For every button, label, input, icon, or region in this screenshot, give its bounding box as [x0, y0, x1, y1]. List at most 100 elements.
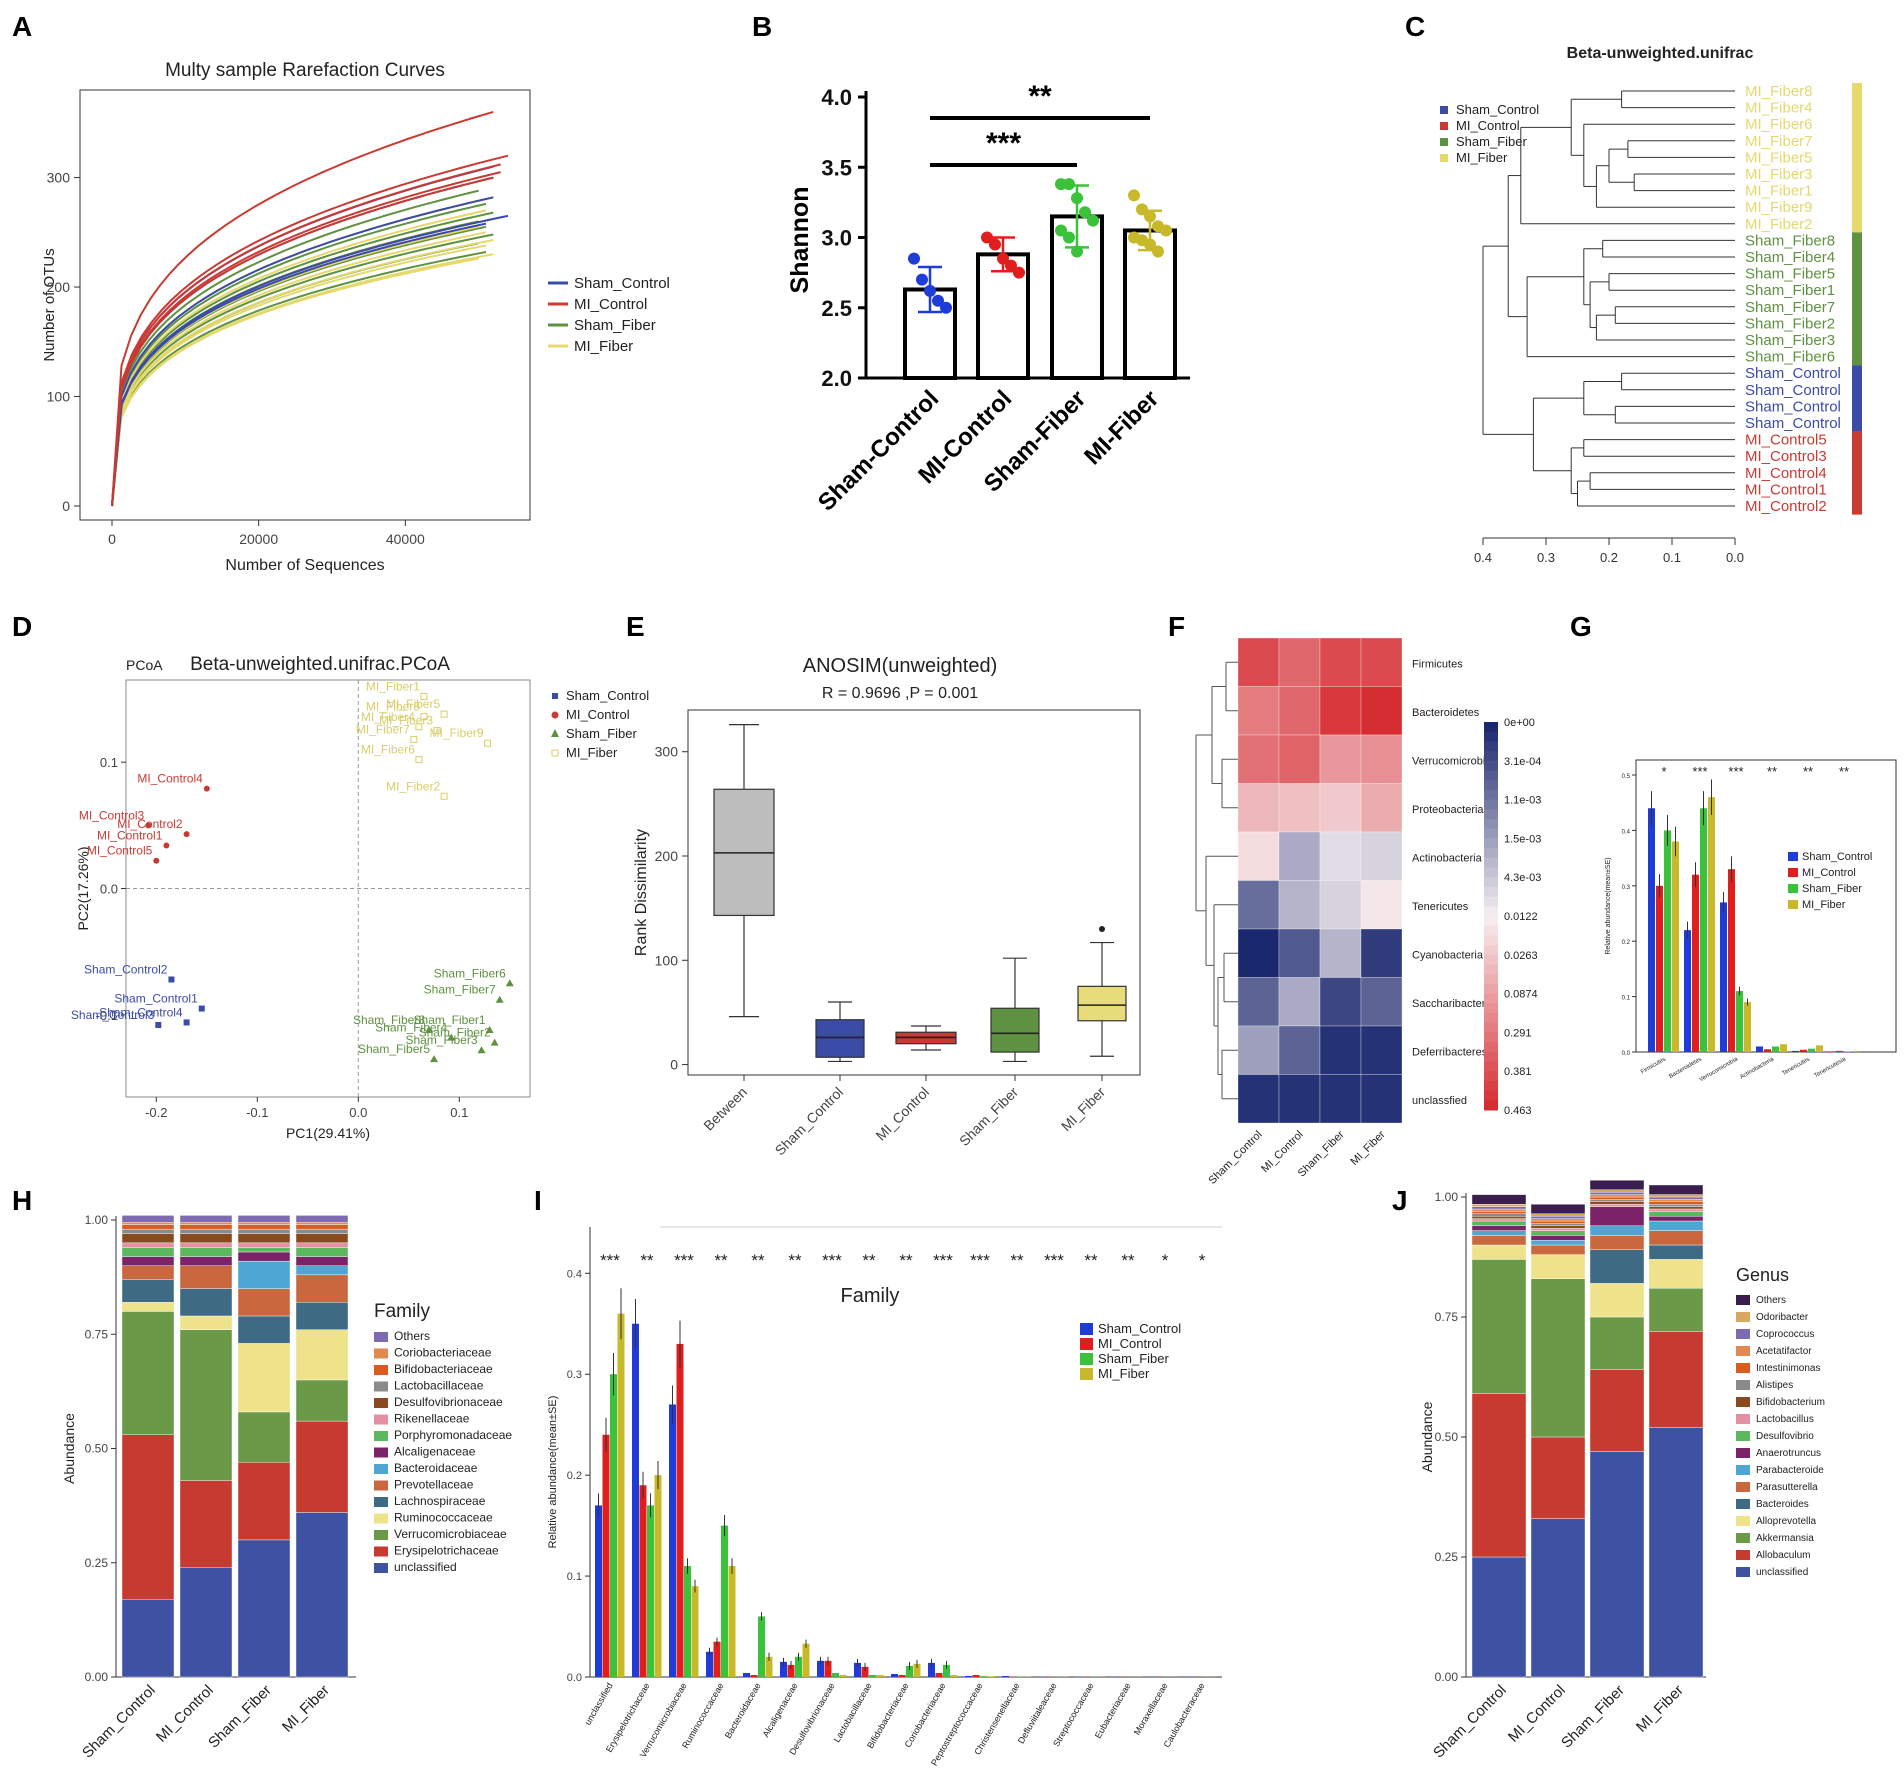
bar-mi-control: [861, 1666, 869, 1677]
bar-mi-control: [639, 1485, 647, 1677]
stack-segment-alloprevotella: [1648, 1259, 1704, 1289]
legend-swatch: [1440, 154, 1448, 162]
legend-label: MI_Control: [1802, 867, 1856, 879]
box-sham-control: [815, 1019, 865, 1058]
stack-segment-porphyromonadaceae: [295, 1247, 349, 1257]
colorbar-segment: [1484, 916, 1498, 927]
stack-segment-unclassified: [179, 1567, 233, 1678]
stack-segment-lactobacillaceae: [121, 1228, 175, 1234]
colorbar-segment: [1484, 857, 1498, 868]
heatmap-cell: [1360, 637, 1403, 687]
bar-sham-control: [1756, 1046, 1763, 1052]
significance-label: ***: [1044, 1251, 1064, 1270]
rarefaction-curve-mi-fiber: [111, 253, 494, 507]
heatmap-cell: [1237, 1074, 1280, 1124]
stack-segment-bifidobacteriaceae: [179, 1224, 233, 1230]
group-color-bar: [1852, 83, 1862, 233]
outlier-point: [1099, 926, 1105, 932]
colorbar-segment: [1484, 838, 1498, 849]
stack-segment-others: [237, 1215, 291, 1223]
heatmap-cell: [1237, 977, 1280, 1027]
stack-segment-allobaculum: [1648, 1331, 1704, 1428]
significance-label: **: [788, 1251, 802, 1270]
dendrogram-leaf-label: Sham_Fiber2: [1745, 315, 1835, 332]
x-tick-label: MI_Fiber: [1633, 1682, 1687, 1736]
chart-title: Beta-unweighted.unifrac: [1567, 45, 1754, 62]
dendrogram-leaf-label: Sham_Fiber6: [1745, 349, 1835, 366]
column-label: MI_Fiber: [1348, 1128, 1387, 1167]
legend-label: Sham_Control: [1456, 102, 1539, 117]
stack-segment-prevotellaceae: [179, 1265, 233, 1289]
bar-sham-fiber: [795, 1656, 802, 1677]
legend-swatch: [1788, 884, 1798, 893]
data-point: [495, 995, 504, 1003]
heatmap-cell: [1278, 686, 1321, 736]
y-tick-label: 0.50: [85, 1442, 109, 1456]
panel-f: Firmicutes Bacteroidetes Verrucomicrobia Pr…: [1195, 637, 1541, 1187]
heatmap-cell: [1360, 783, 1403, 833]
y-tick-label: 0.3: [1622, 885, 1631, 891]
stack-segment-odoribacter: [1530, 1213, 1586, 1217]
stack-segment-verrucomicrobiaceae: [179, 1329, 233, 1481]
legend-swatch: [1736, 1312, 1750, 1322]
y-tick-label: 0.00: [85, 1670, 109, 1684]
data-point: [1055, 224, 1067, 237]
heatmap-cell: [1319, 880, 1362, 930]
stack-segment-parasutterella: [1530, 1244, 1586, 1255]
panel-g: Relative abundance(mean±SE) 0.0 0.1 0.2 0.3 0…: [1605, 759, 1897, 1083]
data-point: [440, 710, 448, 718]
bar-sham-fiber: [832, 1672, 839, 1677]
stack-segment-ruminococcaceae: [179, 1315, 233, 1330]
rarefaction-curve-mi-fiber: [111, 209, 487, 507]
stack-segment-ruminococcaceae: [121, 1302, 175, 1312]
legend-title: Family: [374, 1301, 430, 1322]
chart-title: Family: [841, 1285, 900, 1307]
colorbar-segment: [1484, 848, 1498, 859]
point-label: MI_Control3: [79, 808, 145, 822]
panel-letter-j: J: [1392, 1185, 1408, 1216]
bar-mi-fiber: [1672, 841, 1679, 1052]
data-point: [420, 713, 428, 721]
bar-mi-control: [972, 1674, 980, 1677]
legend-label: Bacteroides: [1756, 1499, 1809, 1510]
heatmap-cell: [1319, 637, 1362, 687]
stack-segment-porphyromonadaceae: [121, 1247, 175, 1257]
legend-swatch: [1788, 868, 1798, 877]
data-point: [1063, 178, 1075, 191]
y-axis-label: Shannon: [786, 187, 814, 294]
colorbar-label: 0e+00: [1504, 717, 1535, 729]
x-tick-label: 0.4: [1474, 550, 1492, 565]
point-label: Sham_Fiber3: [405, 1033, 477, 1047]
panel-letter-g: G: [1570, 611, 1592, 642]
colorbar-segment: [1484, 760, 1498, 771]
data-point: [1071, 192, 1083, 205]
bar-mi-fiber: [987, 1676, 995, 1677]
colorbar-segment: [1484, 877, 1498, 888]
heatmap-cell: [1319, 686, 1362, 736]
data-point: [1005, 259, 1017, 272]
bar-mi-fiber: [913, 1663, 921, 1677]
colorbar-segment: [1484, 1080, 1498, 1092]
x-tick-label: Sham_Fiber: [956, 1084, 1021, 1149]
legend-label: Desulfovibrio: [1756, 1431, 1814, 1442]
legend-label: MI_Control: [566, 707, 630, 722]
colorbar-segment: [1484, 770, 1498, 781]
bar-sham-fiber: [1808, 1048, 1815, 1052]
point-label: Sham_Fiber1: [414, 1013, 486, 1027]
stack-segment-others: [1530, 1203, 1586, 1214]
bar-sham-fiber: [906, 1665, 913, 1677]
legend-label: Bacteroidaceae: [394, 1461, 478, 1475]
heatmap-cell: [1319, 734, 1362, 784]
colorbar-segment: [1484, 828, 1498, 839]
bar-mi-fiber: [876, 1674, 884, 1677]
legend-swatch: [1736, 1482, 1750, 1492]
stack-segment-unclassified: [295, 1512, 349, 1678]
stack-segment-parabacteroide: [1589, 1225, 1645, 1236]
x-tick-label: Moraxellaceae: [1132, 1681, 1170, 1737]
colorbar-segment: [1484, 954, 1498, 965]
point-label: Sham_Control1: [114, 992, 198, 1006]
legend-title: Genus: [1736, 1265, 1789, 1285]
stack-segment-bifidobacterium: [1471, 1215, 1527, 1219]
stack-segment-verrucomicrobiaceae: [121, 1311, 175, 1435]
significance-label: **: [1028, 80, 1052, 113]
